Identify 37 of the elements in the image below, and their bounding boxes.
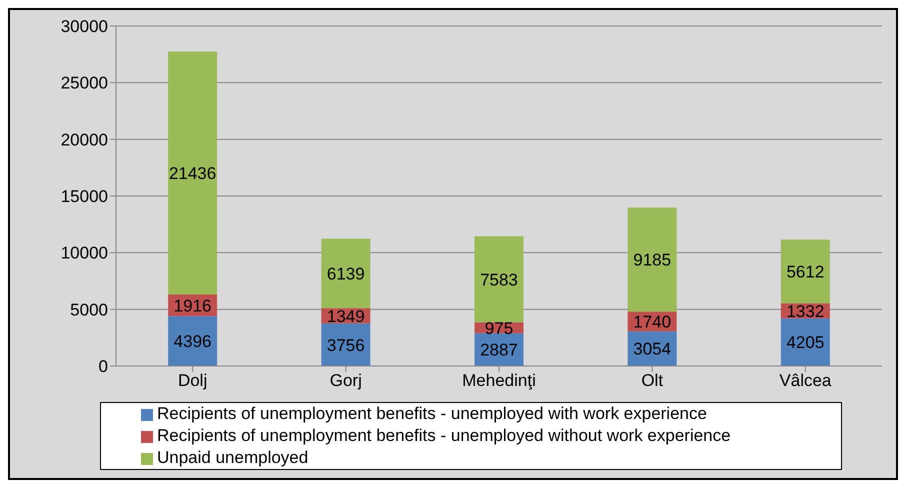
data-label: 5612 xyxy=(786,262,824,282)
data-label: 3054 xyxy=(633,340,672,359)
data-label: 975 xyxy=(484,318,514,338)
x-tick-label: Gorj xyxy=(330,371,362,390)
x-tick-label: Dolj xyxy=(178,371,208,390)
data-label: 1349 xyxy=(326,306,365,326)
data-label: 7583 xyxy=(480,270,518,290)
bar xyxy=(474,236,524,322)
x-tick-label: Mehedinţi xyxy=(462,371,536,390)
y-tick-label: 20000 xyxy=(60,130,108,150)
bar xyxy=(168,52,218,294)
data-label: 2887 xyxy=(480,340,518,360)
legend-label: Recipients of unemployment benefits - unemployed with work experience xyxy=(157,404,707,423)
data-label: 21436 xyxy=(168,164,216,184)
legend-label: Unpaid unemployed xyxy=(157,448,308,467)
legend-label: Recipients of unemployment benefits - unemployed without work experience xyxy=(157,426,731,445)
data-label: 6139 xyxy=(326,264,365,284)
y-tick-label: 25000 xyxy=(60,74,108,93)
bar xyxy=(168,316,218,366)
bar xyxy=(780,318,830,366)
data-label: 4205 xyxy=(786,333,824,352)
x-tick-label: Olt xyxy=(641,371,664,390)
bar xyxy=(628,208,677,312)
y-tick-label: 30000 xyxy=(60,17,108,36)
data-label: 3756 xyxy=(326,336,365,355)
bar xyxy=(321,238,370,308)
y-tick-label: 0 xyxy=(98,357,108,376)
data-label: 1332 xyxy=(786,302,824,321)
data-label: 1740 xyxy=(633,312,672,332)
y-tick-label: 10000 xyxy=(60,244,108,263)
data-label: 9185 xyxy=(633,250,672,270)
bar xyxy=(780,240,830,304)
data-label: 4396 xyxy=(174,332,212,352)
data-label: 1916 xyxy=(174,296,212,316)
y-tick-label: 5000 xyxy=(70,300,108,320)
y-tick-label: 15000 xyxy=(60,187,108,206)
x-tick-label: Vâlcea xyxy=(779,371,832,390)
